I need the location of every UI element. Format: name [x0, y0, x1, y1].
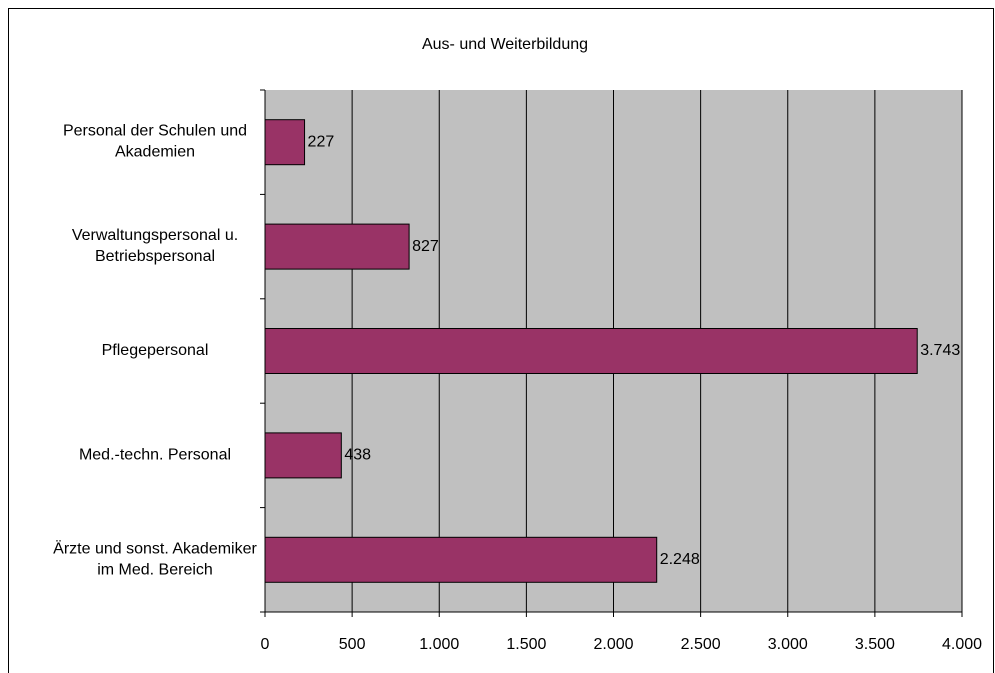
bar — [264, 432, 342, 479]
value-label: 438 — [344, 447, 371, 464]
value-label: 227 — [308, 133, 335, 150]
x-tick-label: 2.000 — [593, 636, 633, 653]
y-tick-label: Verwaltungspersonal u. Betriebspersonal — [72, 227, 238, 265]
label-line: Verwaltungspersonal u. — [72, 227, 238, 244]
label-line: im Med. Bereich — [97, 562, 213, 579]
y-tick-label: Ärzte und sonst. Akademiker im Med. Berei… — [53, 540, 257, 579]
x-tick-label: 2.500 — [681, 636, 721, 653]
label-line: Personal der Schulen und — [63, 123, 247, 140]
label-line: Betriebspersonal — [95, 248, 215, 265]
bar — [264, 223, 410, 270]
label-line: Pflegepersonal — [102, 342, 209, 359]
chart-frame — [8, 8, 994, 673]
value-label: 3.743 — [920, 342, 960, 359]
bar — [264, 119, 306, 166]
value-label: 2.248 — [660, 551, 700, 568]
bar — [264, 536, 658, 583]
value-label: 827 — [412, 238, 439, 255]
x-tick-label: 4.000 — [942, 636, 982, 653]
bar — [264, 328, 918, 374]
x-tick-label: 0 — [261, 636, 270, 653]
x-tick-label: 3.000 — [768, 636, 808, 653]
x-tick-label: 500 — [339, 636, 366, 653]
chart-title: Aus- und Weiterbildung — [422, 36, 588, 53]
x-tick-label: 1.000 — [419, 636, 459, 653]
x-tick-label: 3.500 — [855, 636, 895, 653]
label-line: Akademien — [115, 144, 195, 161]
y-tick-label: Med.-techn. Personal — [79, 447, 231, 464]
y-tick-label: Pflegepersonal — [102, 342, 209, 359]
x-tick-label: 1.500 — [506, 636, 546, 653]
label-line: Med.-techn. Personal — [79, 447, 231, 464]
label-line: Ärzte und sonst. Akademiker — [53, 540, 257, 558]
y-tick-label: Personal der Schulen und Akademien — [63, 123, 247, 161]
